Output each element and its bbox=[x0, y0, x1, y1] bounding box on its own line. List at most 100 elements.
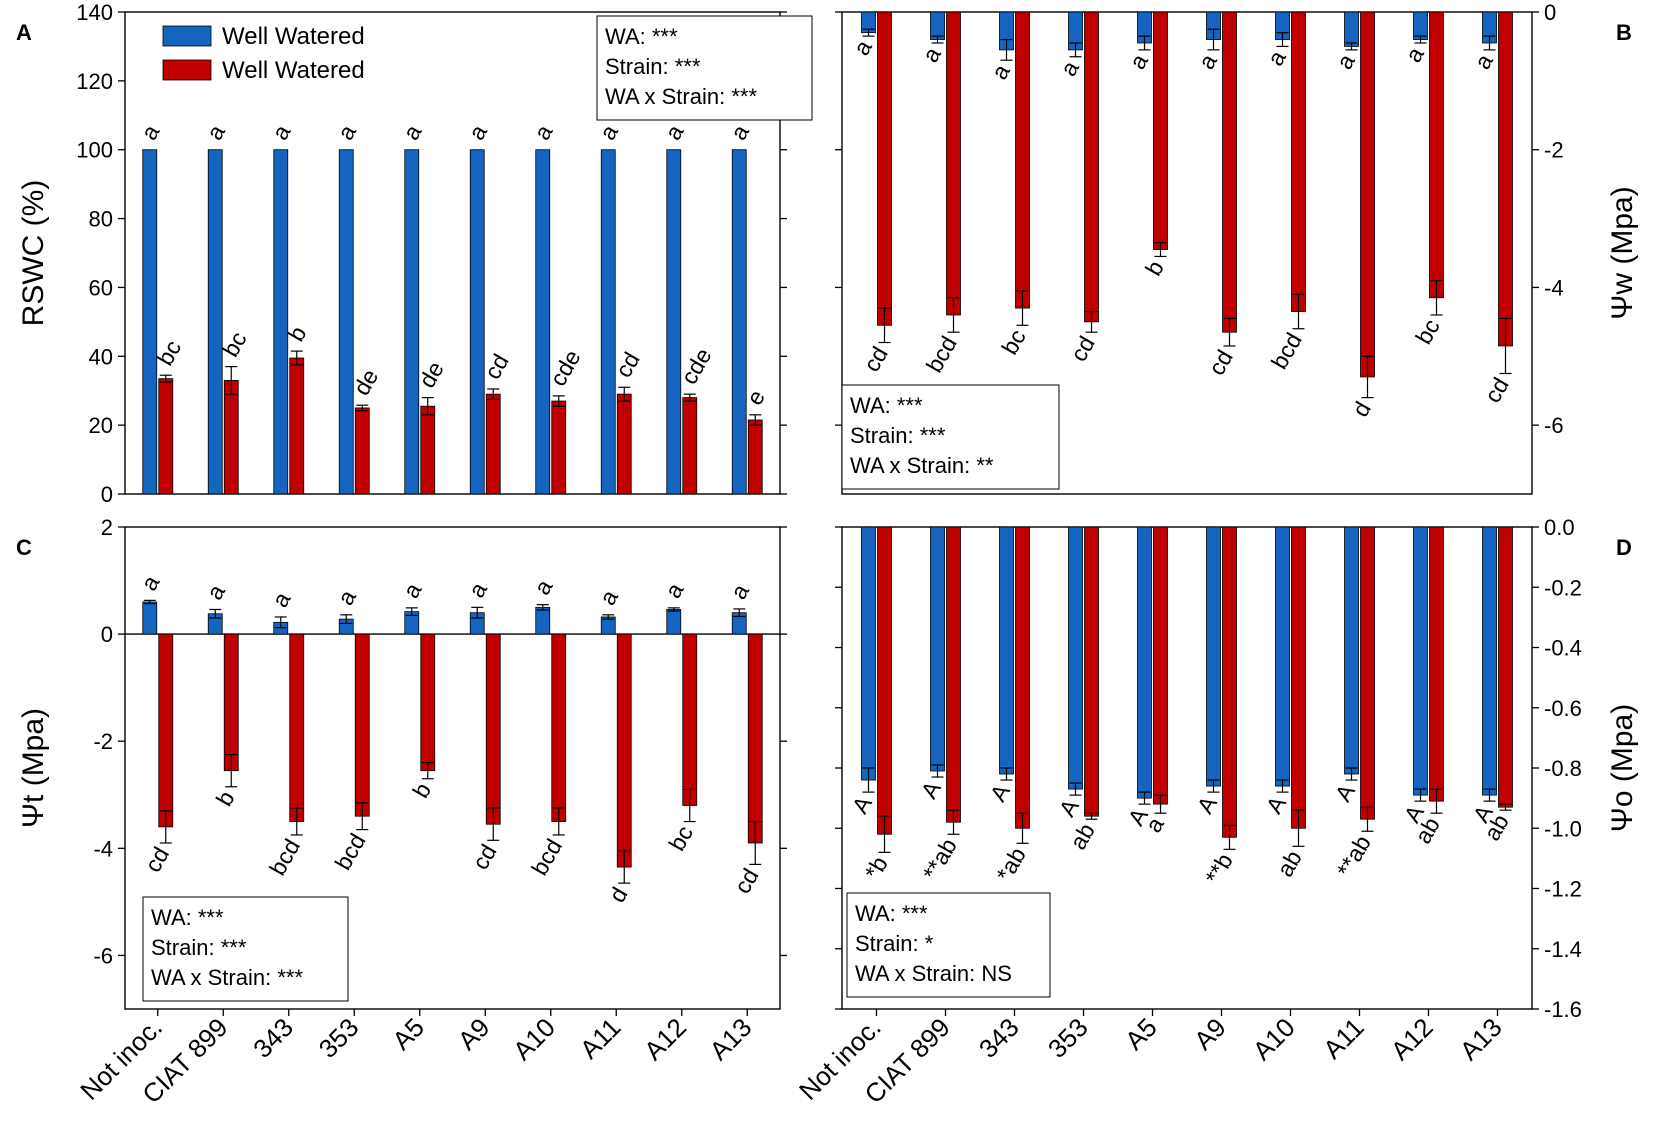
y-tick-label: -0.4 bbox=[1544, 636, 1582, 661]
legend-label: Well Watered bbox=[222, 23, 365, 50]
x-category-label: A13 bbox=[704, 1012, 758, 1066]
bar-red bbox=[354, 633, 370, 817]
significance-letter: cd bbox=[139, 842, 174, 876]
y-tick-label: -1.2 bbox=[1544, 877, 1582, 902]
bar-red bbox=[1429, 526, 1444, 802]
stats-box bbox=[142, 896, 349, 1002]
bar-blue bbox=[1482, 526, 1497, 796]
stats-line: WA: *** bbox=[850, 393, 923, 418]
bar-red bbox=[551, 400, 567, 495]
bar-red bbox=[1360, 526, 1375, 820]
bar-red bbox=[1015, 11, 1030, 309]
bar-blue bbox=[731, 149, 747, 495]
bar-red bbox=[354, 407, 370, 495]
x-category-label: A12 bbox=[638, 1012, 692, 1066]
significance-letter: bc bbox=[663, 821, 698, 855]
stats-line: WA: *** bbox=[855, 901, 928, 926]
x-axis-right: Not inoc.CIAT 899 343 353 A5 A9 A10 A11 A12 A13 bbox=[793, 1009, 1508, 1109]
bar-red bbox=[747, 419, 763, 495]
significance-letter: b bbox=[211, 786, 240, 810]
bar-red bbox=[946, 526, 961, 823]
y-tick-label: -1.6 bbox=[1544, 997, 1582, 1022]
significance-letter: a bbox=[463, 120, 492, 144]
bar-red bbox=[1084, 11, 1099, 323]
panel-d: 0.0 -0.2 -0.4 -0.6 -0.8 -1.0 -1.2 -1.4 -1.6 Ψo (M… bbox=[835, 515, 1639, 1022]
y-tick-label: 140 bbox=[76, 0, 113, 25]
significance-letter: cd bbox=[1065, 332, 1100, 366]
x-category-label: A5 bbox=[386, 1012, 430, 1056]
x-category-label: A9 bbox=[1188, 1012, 1232, 1056]
panel-letter: A bbox=[16, 20, 32, 45]
significance-letter: a bbox=[725, 579, 754, 603]
significance-letter: **ab bbox=[918, 834, 962, 885]
bar-red bbox=[877, 526, 892, 835]
stats-line: WA x Strain: *** bbox=[605, 84, 757, 109]
x-category-label: A5 bbox=[1119, 1012, 1163, 1056]
x-category-label: 343 bbox=[247, 1012, 299, 1064]
significance-letter: a bbox=[398, 578, 427, 602]
significance-letter: a bbox=[660, 120, 689, 144]
bar-blue bbox=[600, 149, 616, 495]
significance-letter: a bbox=[1055, 56, 1084, 80]
bar-blue bbox=[1413, 11, 1428, 40]
significance-letter: bcd bbox=[526, 834, 567, 879]
significance-letter: A bbox=[916, 776, 947, 803]
bar-red bbox=[1084, 526, 1099, 817]
significance-letter: a bbox=[1331, 49, 1360, 73]
significance-letter: a bbox=[1400, 42, 1429, 66]
y-tick-label: -4 bbox=[93, 836, 113, 861]
x-category-label: 353 bbox=[313, 1012, 365, 1064]
bar-blue bbox=[1068, 526, 1083, 790]
significance-letter: a bbox=[398, 120, 427, 144]
bar-blue bbox=[1344, 526, 1359, 775]
significance-letter: a bbox=[725, 120, 754, 144]
bar-blue bbox=[404, 149, 420, 495]
y-tick-label: 0 bbox=[101, 622, 113, 647]
significance-letter: a bbox=[1262, 46, 1291, 70]
significance-letter: a bbox=[201, 580, 230, 604]
bar-red bbox=[1153, 526, 1168, 805]
bar-blue bbox=[469, 149, 485, 495]
stats-line: WA: *** bbox=[605, 24, 678, 49]
significance-letter: bcd bbox=[1266, 328, 1307, 373]
significance-letter: a bbox=[201, 120, 230, 144]
bar-red bbox=[747, 633, 763, 844]
significance-letter: a bbox=[1193, 49, 1222, 73]
x-category-label: A10 bbox=[1247, 1012, 1301, 1066]
y-tick-label: 0.0 bbox=[1544, 515, 1575, 540]
y-tick-label: 120 bbox=[76, 69, 113, 94]
legend-label: Well Watered bbox=[222, 57, 365, 84]
x-category-label: A10 bbox=[507, 1012, 561, 1066]
significance-letter: A bbox=[1261, 791, 1292, 818]
significance-letter: **ab bbox=[1332, 831, 1376, 882]
bar-blue bbox=[1413, 526, 1428, 796]
y-tick-label: -4 bbox=[1544, 275, 1564, 300]
significance-letter: d bbox=[1347, 397, 1376, 421]
y-tick-label: 100 bbox=[76, 138, 113, 163]
bar-blue bbox=[930, 11, 945, 40]
significance-letter: a bbox=[332, 120, 361, 144]
significance-letter: A bbox=[847, 791, 878, 818]
bar-blue bbox=[273, 149, 289, 495]
y-tick-label: -2 bbox=[1544, 138, 1564, 163]
significance-letter: a bbox=[529, 575, 558, 599]
y-tick-label: 0 bbox=[101, 482, 113, 507]
significance-letter: *b bbox=[859, 852, 892, 884]
stats-line: Strain: *** bbox=[605, 54, 701, 79]
panel-letter: D bbox=[1616, 535, 1632, 560]
bar-red bbox=[551, 633, 567, 822]
significance-letter: cd bbox=[729, 864, 764, 898]
bar-blue bbox=[535, 606, 551, 635]
significance-letter: a bbox=[463, 578, 492, 602]
bar-blue bbox=[666, 149, 682, 495]
stats-line: WA x Strain: ** bbox=[850, 453, 994, 478]
bar-blue bbox=[142, 149, 158, 495]
stats-line: WA x Strain: *** bbox=[151, 965, 303, 990]
legend-swatch-red bbox=[162, 59, 212, 81]
legend-swatch-blue bbox=[162, 25, 212, 47]
bar-red bbox=[1498, 526, 1513, 808]
significance-letter: a bbox=[917, 42, 946, 66]
significance-letter: a bbox=[267, 587, 296, 611]
